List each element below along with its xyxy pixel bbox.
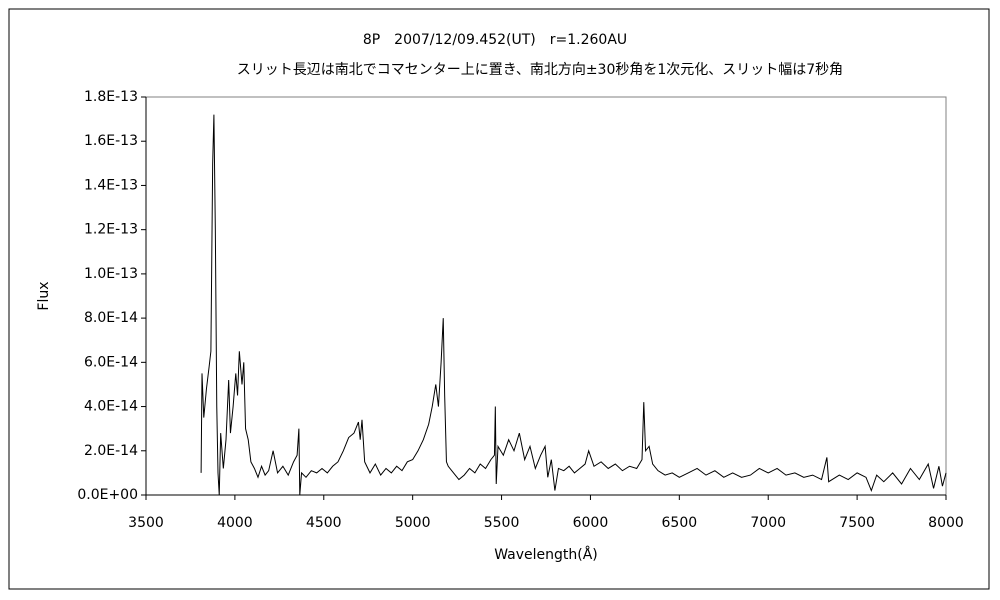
y-axis-label: Flux xyxy=(36,281,52,310)
y-tick-label: 1.8E-13 xyxy=(84,89,138,105)
x-tick-label: 7000 xyxy=(750,515,786,531)
y-tick-label: 4.0E-14 xyxy=(84,399,138,415)
chart-title: 8P 2007/12/09.452(UT) r=1.260AU xyxy=(363,32,627,48)
plot-area xyxy=(145,96,947,496)
x-tick-label: 6500 xyxy=(662,515,698,531)
y-tick-label: 6.0E-14 xyxy=(84,354,138,370)
y-tick-label: 1.4E-13 xyxy=(84,177,138,193)
x-tick-label: 5000 xyxy=(395,515,431,531)
y-tick-label: 8.0E-14 xyxy=(84,310,138,326)
x-tick-label: 7500 xyxy=(839,515,875,531)
x-tick-label: 3500 xyxy=(128,515,164,531)
y-tick-label: 1.0E-13 xyxy=(84,266,138,282)
x-axis-label: Wavelength(Å) xyxy=(494,546,598,563)
y-tick-label: 2.0E-14 xyxy=(84,443,138,459)
x-tick-label: 8000 xyxy=(928,515,964,531)
x-tick-label: 4500 xyxy=(306,515,342,531)
x-tick-label: 6000 xyxy=(573,515,609,531)
x-tick-label: 5500 xyxy=(484,515,520,531)
y-tick-label: 1.6E-13 xyxy=(84,133,138,149)
x-tick-label: 4000 xyxy=(217,515,253,531)
spectrum-line xyxy=(200,114,947,496)
y-tick-label: 0.0E+00 xyxy=(77,487,138,503)
chart-subtitle: スリット長辺は南北でコマセンター上に置き、南北方向±30秒角を1次元化、スリット… xyxy=(237,62,843,78)
y-tick-label: 1.2E-13 xyxy=(84,222,138,238)
